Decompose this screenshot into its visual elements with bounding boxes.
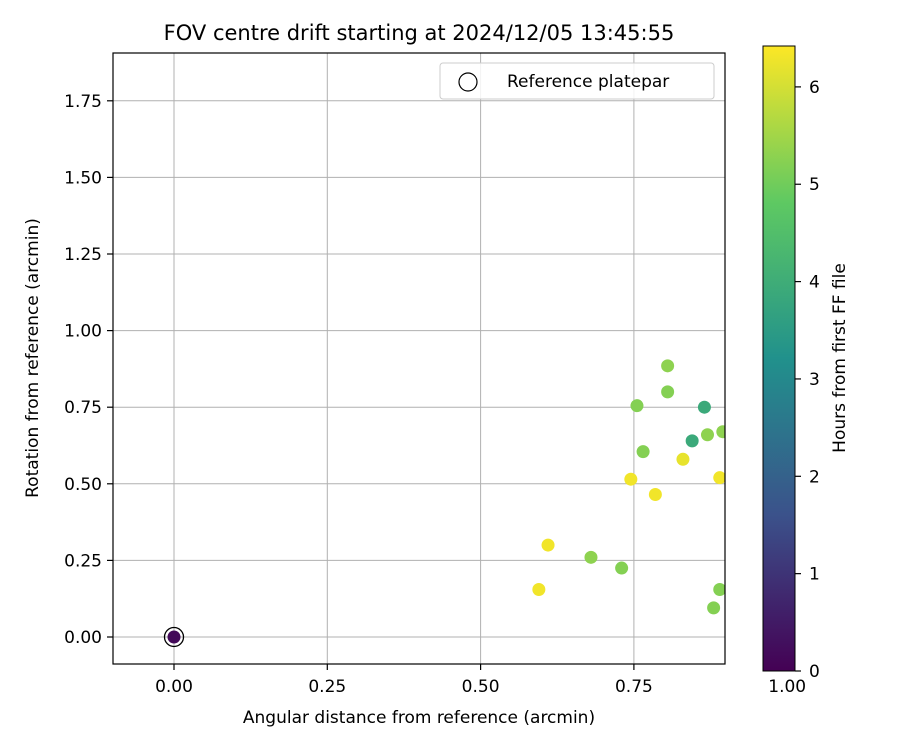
- data-point: [707, 601, 721, 615]
- colorbar-bar: [762, 45, 796, 672]
- data-point: [713, 583, 725, 597]
- x-tick-label: 0.50: [462, 677, 500, 697]
- reference-marker: [163, 626, 185, 648]
- data-point: [676, 452, 690, 466]
- y-tick-label: 0.25: [64, 551, 102, 571]
- data-point: [636, 445, 650, 459]
- x-tick-label: 1.00: [768, 677, 806, 697]
- x-tick-label: 0.75: [615, 677, 653, 697]
- data-point: [700, 428, 714, 442]
- reference-marker-group: [163, 626, 185, 648]
- colorbar-tick-label: 3: [809, 370, 820, 390]
- colorbar-tick-label: 6: [809, 78, 820, 98]
- data-point: [735, 431, 748, 444]
- data-point: [833, 234, 846, 247]
- data-point: [796, 486, 809, 499]
- data-point: [716, 425, 725, 439]
- data-point: [167, 630, 181, 644]
- data-points: [167, 234, 900, 644]
- x-axis-label: Angular distance from reference (arcmin): [243, 708, 595, 728]
- y-tick-label: 1.75: [64, 92, 102, 112]
- y-tick-label: 0.75: [64, 398, 102, 418]
- data-point: [750, 513, 763, 526]
- colorbar: 0 1 2 3 4 5 6 Hours from first FF file: [762, 45, 850, 682]
- data-point: [839, 508, 852, 521]
- data-point: [814, 431, 827, 444]
- data-point: [584, 550, 598, 564]
- y-tick-label: 1.00: [64, 322, 102, 342]
- data-point: [713, 471, 725, 485]
- data-point: [630, 399, 644, 413]
- data-point: [532, 583, 546, 597]
- y-tick-label: 0.00: [64, 628, 102, 648]
- plot-frame: [112, 52, 726, 665]
- data-point: [541, 538, 555, 552]
- data-point: [661, 359, 675, 373]
- colorbar-tick-label: 1: [809, 565, 820, 585]
- legend-reference-icon: [458, 72, 478, 92]
- data-point: [857, 436, 870, 449]
- data-point: [624, 472, 638, 486]
- data-point: [894, 450, 900, 463]
- data-point: [615, 561, 629, 575]
- y-tick-label: 1.50: [64, 168, 102, 188]
- data-point: [648, 488, 662, 502]
- colorbar-tick-label: 2: [809, 467, 820, 487]
- data-point: [685, 434, 699, 448]
- plot-area: [113, 53, 725, 664]
- colorbar-label: Hours from first FF file: [830, 263, 850, 453]
- data-point: [891, 545, 900, 558]
- x-axis-ticks: 0.000.250.500.751.001.251.501.75: [155, 664, 806, 697]
- legend-box: [439, 62, 715, 100]
- legend-entry-label: Reference platepar: [507, 72, 669, 92]
- colorbar-tick-label: 4: [809, 273, 820, 293]
- y-tick-label: 0.50: [64, 475, 102, 495]
- x-tick-label: 0.00: [155, 677, 193, 697]
- colorbar-tick-label: 0: [809, 662, 820, 682]
- data-point: [661, 385, 675, 399]
- y-axis-ticks: 0.00 0.25 0.50 0.75 1.00 1.25 1.50 1.75: [64, 92, 113, 648]
- chart-title: FOV centre drift starting at 2024/12/05 …: [164, 21, 675, 45]
- y-tick-label: 1.25: [64, 245, 102, 265]
- x-tick-label: 0.25: [308, 677, 346, 697]
- y-axis-label: Rotation from reference (arcmin): [23, 218, 43, 498]
- colorbar-tick-label: 5: [809, 175, 820, 195]
- data-point: [747, 459, 760, 472]
- colorbar-ticks: 0 1 2 3 4 5 6: [795, 78, 820, 682]
- legend: Reference platepar: [439, 62, 715, 100]
- data-point: [697, 400, 711, 414]
- data-point: [821, 482, 834, 495]
